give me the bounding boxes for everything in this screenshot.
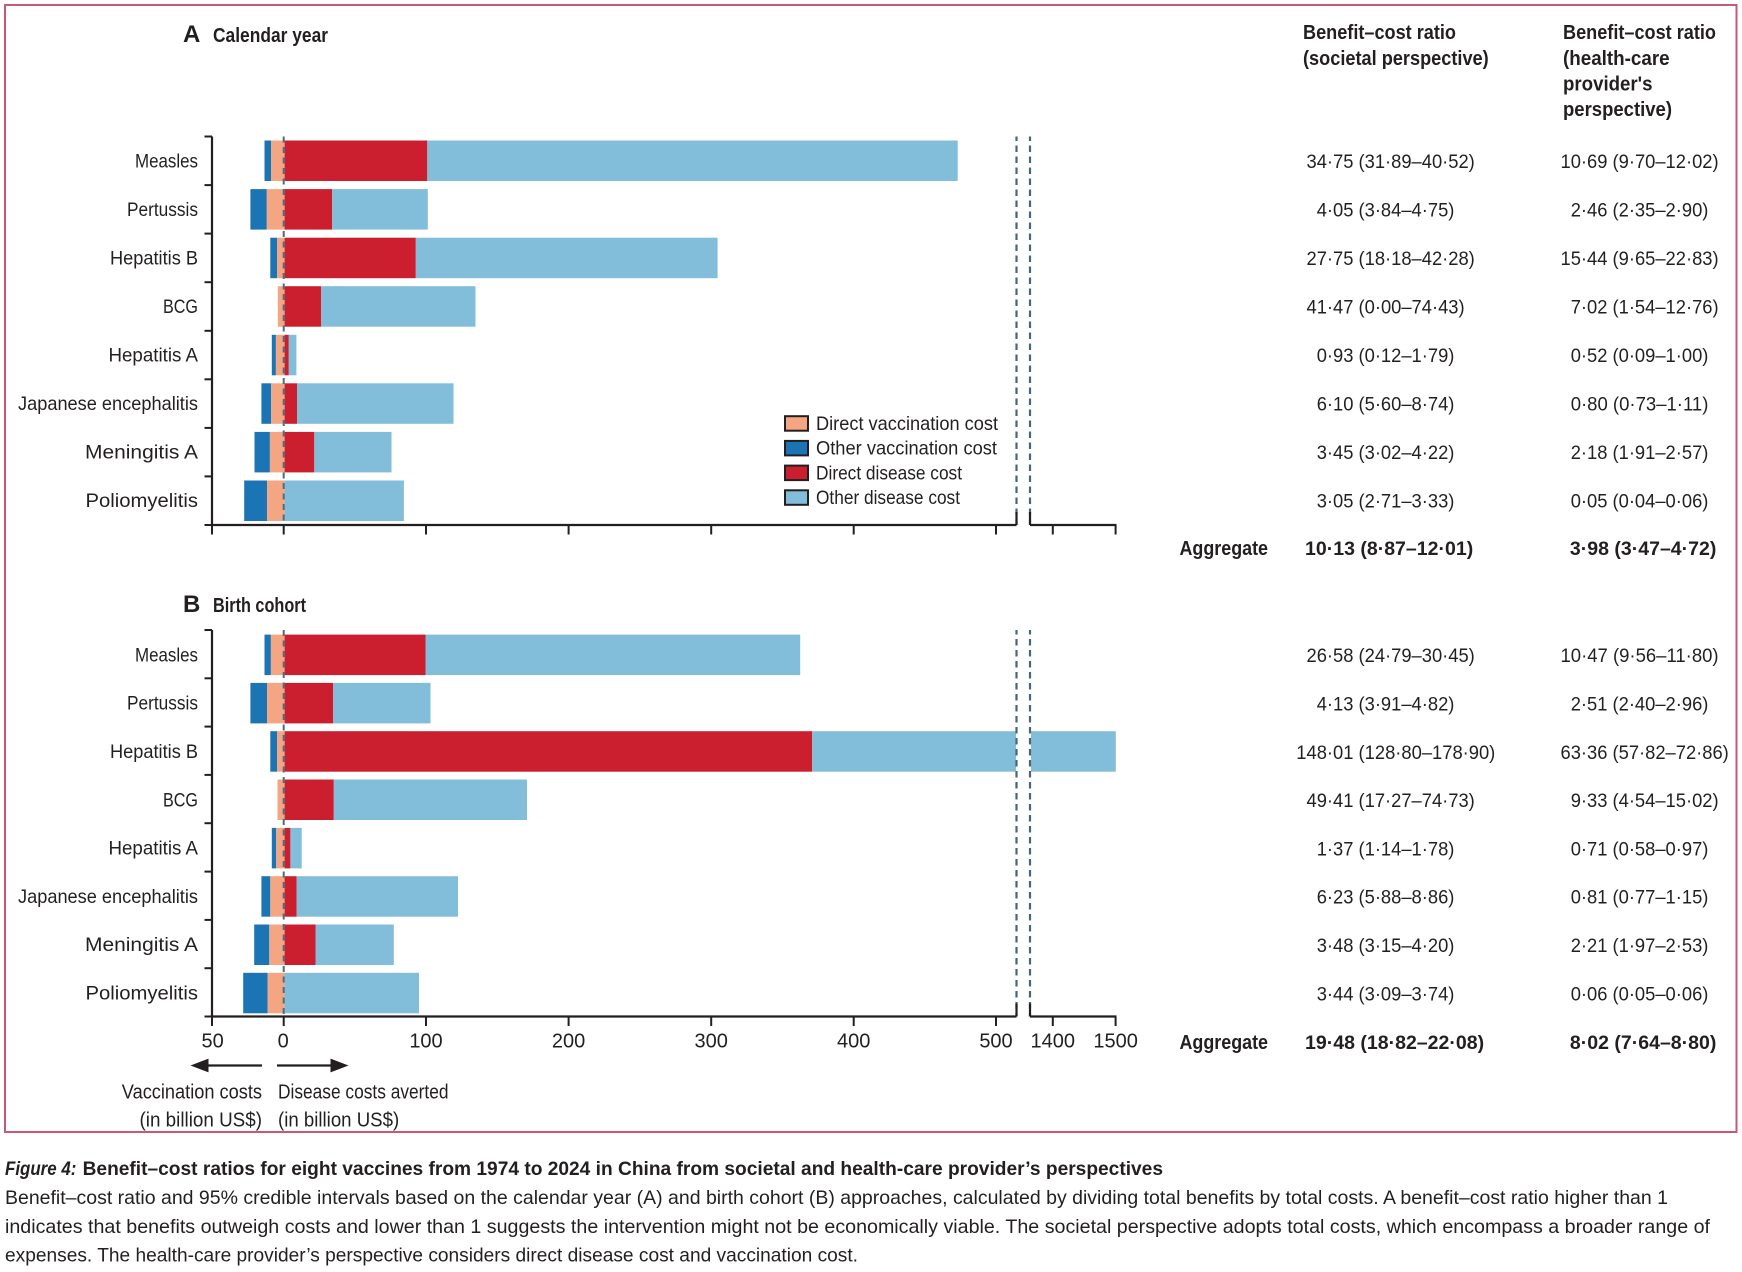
svg-text:300: 300: [695, 1031, 728, 1053]
svg-text:Japanese encephalitis: Japanese encephalitis: [18, 393, 198, 415]
svg-text:Hepatitis A: Hepatitis A: [109, 838, 199, 860]
svg-text:3·45 (3·02–4·22): 3·45 (3·02–4·22): [1317, 442, 1455, 464]
svg-text:34·75 (31·89–40·52): 34·75 (31·89–40·52): [1307, 151, 1475, 173]
svg-text:Aggregate: Aggregate: [1180, 1032, 1269, 1054]
svg-text:10·13 (8·87–12·01): 10·13 (8·87–12·01): [1305, 538, 1473, 560]
svg-text:10·47 (9·56–11·80): 10·47 (9·56–11·80): [1561, 645, 1719, 667]
svg-text:BCG: BCG: [163, 296, 198, 318]
svg-text:3·98 (3·47–4·72): 3·98 (3·47–4·72): [1570, 538, 1717, 560]
svg-text:provider's: provider's: [1563, 74, 1653, 96]
svg-text:500: 500: [979, 1031, 1012, 1053]
svg-text:0·93 (0·12–1·79): 0·93 (0·12–1·79): [1317, 345, 1455, 367]
svg-text:15·44 (9·65–22·83): 15·44 (9·65–22·83): [1561, 248, 1719, 270]
svg-text:26·58 (24·79–30·45): 26·58 (24·79–30·45): [1307, 645, 1475, 667]
svg-text:Measles: Measles: [135, 150, 198, 172]
svg-text:B: B: [183, 591, 200, 618]
svg-text:0·71 (0·58–0·97): 0·71 (0·58–0·97): [1571, 838, 1709, 860]
svg-text:2·46 (2·35–2·90): 2·46 (2·35–2·90): [1571, 199, 1709, 221]
svg-text:Hepatitis B: Hepatitis B: [110, 247, 198, 269]
svg-text:Hepatitis A: Hepatitis A: [109, 345, 199, 367]
svg-text:Aggregate: Aggregate: [1180, 538, 1269, 560]
svg-text:(in billion US$): (in billion US$): [278, 1110, 399, 1132]
svg-text:Direct vaccination cost: Direct vaccination cost: [816, 413, 999, 435]
svg-text:Benefit–cost ratio: Benefit–cost ratio: [1563, 22, 1716, 44]
svg-text:(health-care: (health-care: [1563, 48, 1670, 70]
svg-text:1500: 1500: [1093, 1031, 1138, 1053]
svg-text:BCG: BCG: [163, 789, 198, 811]
svg-text:200: 200: [552, 1031, 585, 1053]
svg-text:Measles: Measles: [135, 644, 198, 666]
svg-text:6·23 (5·88–8·86): 6·23 (5·88–8·86): [1317, 887, 1455, 909]
svg-text:0·80 (0·73–1·11): 0·80 (0·73–1·11): [1571, 394, 1709, 416]
svg-text:Meningitis A: Meningitis A: [85, 934, 198, 956]
svg-text:148·01 (128·80–178·90): 148·01 (128·80–178·90): [1296, 742, 1495, 764]
svg-text:Meningitis A: Meningitis A: [85, 442, 198, 464]
svg-text:Benefit–cost ratio: Benefit–cost ratio: [1303, 22, 1456, 44]
svg-text:(in billion US$): (in billion US$): [140, 1110, 263, 1132]
svg-text:10·69 (9·70–12·02): 10·69 (9·70–12·02): [1561, 151, 1719, 173]
svg-text:3·05 (2·71–3·33): 3·05 (2·71–3·33): [1317, 491, 1455, 513]
svg-text:expenses. The health-care prov: expenses. The health-care provider’s per…: [5, 1245, 858, 1267]
svg-text:(societal perspective): (societal perspective): [1303, 48, 1489, 70]
svg-text:50: 50: [201, 1031, 223, 1053]
svg-text:perspective): perspective): [1563, 99, 1672, 121]
svg-text:0·52 (0·09–1·00): 0·52 (0·09–1·00): [1571, 345, 1709, 367]
svg-text:4·13 (3·91–4·82): 4·13 (3·91–4·82): [1317, 694, 1455, 716]
svg-text:Japanese encephalitis: Japanese encephalitis: [18, 886, 198, 908]
svg-text:1·37 (1·14–1·78): 1·37 (1·14–1·78): [1317, 838, 1455, 860]
svg-text:Poliomyelitis: Poliomyelitis: [86, 983, 199, 1005]
svg-text:8·02 (7·64–8·80): 8·02 (7·64–8·80): [1570, 1032, 1717, 1054]
svg-text:2·21 (1·97–2·53): 2·21 (1·97–2·53): [1571, 935, 1709, 957]
svg-text:9·33 (4·54–15·02): 9·33 (4·54–15·02): [1571, 790, 1719, 812]
svg-text:0·81 (0·77–1·15): 0·81 (0·77–1·15): [1571, 887, 1709, 909]
svg-text:6·10 (5·60–8·74): 6·10 (5·60–8·74): [1317, 394, 1455, 416]
svg-text:Other disease cost: Other disease cost: [816, 487, 961, 509]
svg-text:19·48 (18·82–22·08): 19·48 (18·82–22·08): [1305, 1032, 1484, 1054]
svg-text:2·18 (1·91–2·57): 2·18 (1·91–2·57): [1571, 442, 1709, 464]
svg-text:0·05 (0·04–0·06): 0·05 (0·04–0·06): [1571, 491, 1709, 513]
svg-text:Birth cohort: Birth cohort: [213, 595, 306, 617]
svg-text:2·51 (2·40–2·96): 2·51 (2·40–2·96): [1571, 694, 1709, 716]
svg-text:7·02 (1·54–12·76): 7·02 (1·54–12·76): [1571, 297, 1719, 319]
svg-text:3·48 (3·15–4·20): 3·48 (3·15–4·20): [1317, 935, 1455, 957]
svg-text:Benefit–cost ratios for eight: Benefit–cost ratios for eight vaccines f…: [83, 1158, 1164, 1180]
svg-text:4·05 (3·84–4·75): 4·05 (3·84–4·75): [1317, 199, 1455, 221]
svg-text:Figure 4:: Figure 4:: [5, 1158, 76, 1180]
svg-text:Calendar year: Calendar year: [213, 25, 328, 47]
svg-text:Pertussis: Pertussis: [127, 199, 198, 221]
svg-text:41·47 (0·00–74·43): 41·47 (0·00–74·43): [1307, 297, 1465, 319]
svg-text:1400: 1400: [1031, 1031, 1076, 1053]
svg-text:Poliomyelitis: Poliomyelitis: [86, 490, 199, 512]
svg-text:indicates that benefits outwei: indicates that benefits outweigh costs a…: [5, 1216, 1711, 1238]
svg-text:100: 100: [409, 1031, 442, 1053]
svg-text:Pertussis: Pertussis: [127, 693, 198, 715]
svg-text:Direct disease cost: Direct disease cost: [816, 462, 963, 484]
svg-text:Vaccination costs: Vaccination costs: [122, 1081, 262, 1103]
svg-text:27·75 (18·18–42·28): 27·75 (18·18–42·28): [1307, 248, 1475, 270]
svg-text:Benefit–cost ratio and 95% cre: Benefit–cost ratio and 95% credible inte…: [5, 1187, 1668, 1209]
svg-text:Disease costs averted: Disease costs averted: [278, 1081, 449, 1103]
svg-text:0·06 (0·05–0·06): 0·06 (0·05–0·06): [1571, 983, 1709, 1005]
svg-text:A: A: [183, 21, 200, 48]
svg-text:0: 0: [278, 1031, 289, 1053]
svg-text:Hepatitis B: Hepatitis B: [110, 741, 198, 763]
svg-text:3·44 (3·09–3·74): 3·44 (3·09–3·74): [1317, 983, 1455, 1005]
svg-text:63·36 (57·82–72·86): 63·36 (57·82–72·86): [1561, 742, 1729, 764]
svg-text:400: 400: [837, 1031, 870, 1053]
svg-text:Other vaccination cost: Other vaccination cost: [816, 438, 998, 460]
svg-text:49·41 (17·27–74·73): 49·41 (17·27–74·73): [1307, 790, 1475, 812]
